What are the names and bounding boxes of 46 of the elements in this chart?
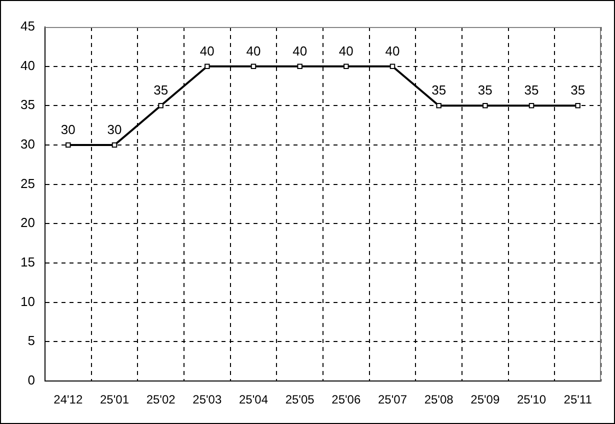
point bbox=[436, 103, 442, 108]
x-tick-label: 25'06 bbox=[332, 392, 361, 407]
x-tick-label: 25'03 bbox=[192, 392, 222, 407]
data-label: 35 bbox=[524, 82, 539, 98]
point bbox=[482, 103, 488, 108]
point bbox=[204, 64, 210, 69]
data-label: 40 bbox=[200, 43, 214, 58]
x-tick-label: 25'02 bbox=[146, 392, 176, 407]
x-tick-label: 24'12 bbox=[54, 392, 83, 407]
data-label: 40 bbox=[292, 43, 308, 58]
x-tick-label: 25'01 bbox=[100, 392, 130, 407]
data-label: 40 bbox=[246, 43, 261, 58]
y-tick-label: 0 bbox=[28, 372, 35, 388]
data-label: 35 bbox=[478, 82, 492, 98]
data-label: 40 bbox=[385, 43, 400, 58]
point bbox=[297, 64, 302, 69]
y-tick-label: 25 bbox=[20, 176, 35, 191]
x-tick-label: 25'05 bbox=[285, 392, 315, 407]
data-label: 35 bbox=[570, 82, 586, 98]
x-tick-label: 25'11 bbox=[564, 392, 592, 407]
x-tick-label: 25'10 bbox=[517, 392, 546, 407]
point bbox=[66, 142, 71, 148]
y-tick-label: 40 bbox=[20, 58, 35, 73]
x-tick-label: 25'04 bbox=[239, 392, 268, 407]
y-tick-label: 30 bbox=[20, 136, 35, 152]
point bbox=[112, 142, 118, 148]
point bbox=[390, 64, 396, 69]
data-label: 30 bbox=[60, 122, 76, 137]
y-tick-label: 20 bbox=[20, 215, 35, 230]
y-tick-label: 35 bbox=[20, 97, 35, 112]
point bbox=[575, 103, 580, 108]
y-tick-label: 15 bbox=[20, 254, 35, 270]
x-tick-label: 25'09 bbox=[470, 392, 500, 407]
point bbox=[344, 64, 349, 69]
y-tick-label: 10 bbox=[20, 294, 35, 309]
point bbox=[528, 103, 534, 108]
point bbox=[250, 64, 256, 69]
data-label: 30 bbox=[107, 122, 122, 137]
y-tick-label: 5 bbox=[28, 333, 35, 348]
point bbox=[158, 103, 164, 108]
x-tick-label: 25'08 bbox=[424, 392, 454, 407]
data-label: 35 bbox=[432, 82, 446, 98]
y-tick-label: 45 bbox=[20, 18, 35, 34]
x-tick-label: 25'07 bbox=[378, 392, 408, 407]
data-label: 40 bbox=[338, 43, 354, 58]
data-label: 35 bbox=[154, 82, 168, 98]
